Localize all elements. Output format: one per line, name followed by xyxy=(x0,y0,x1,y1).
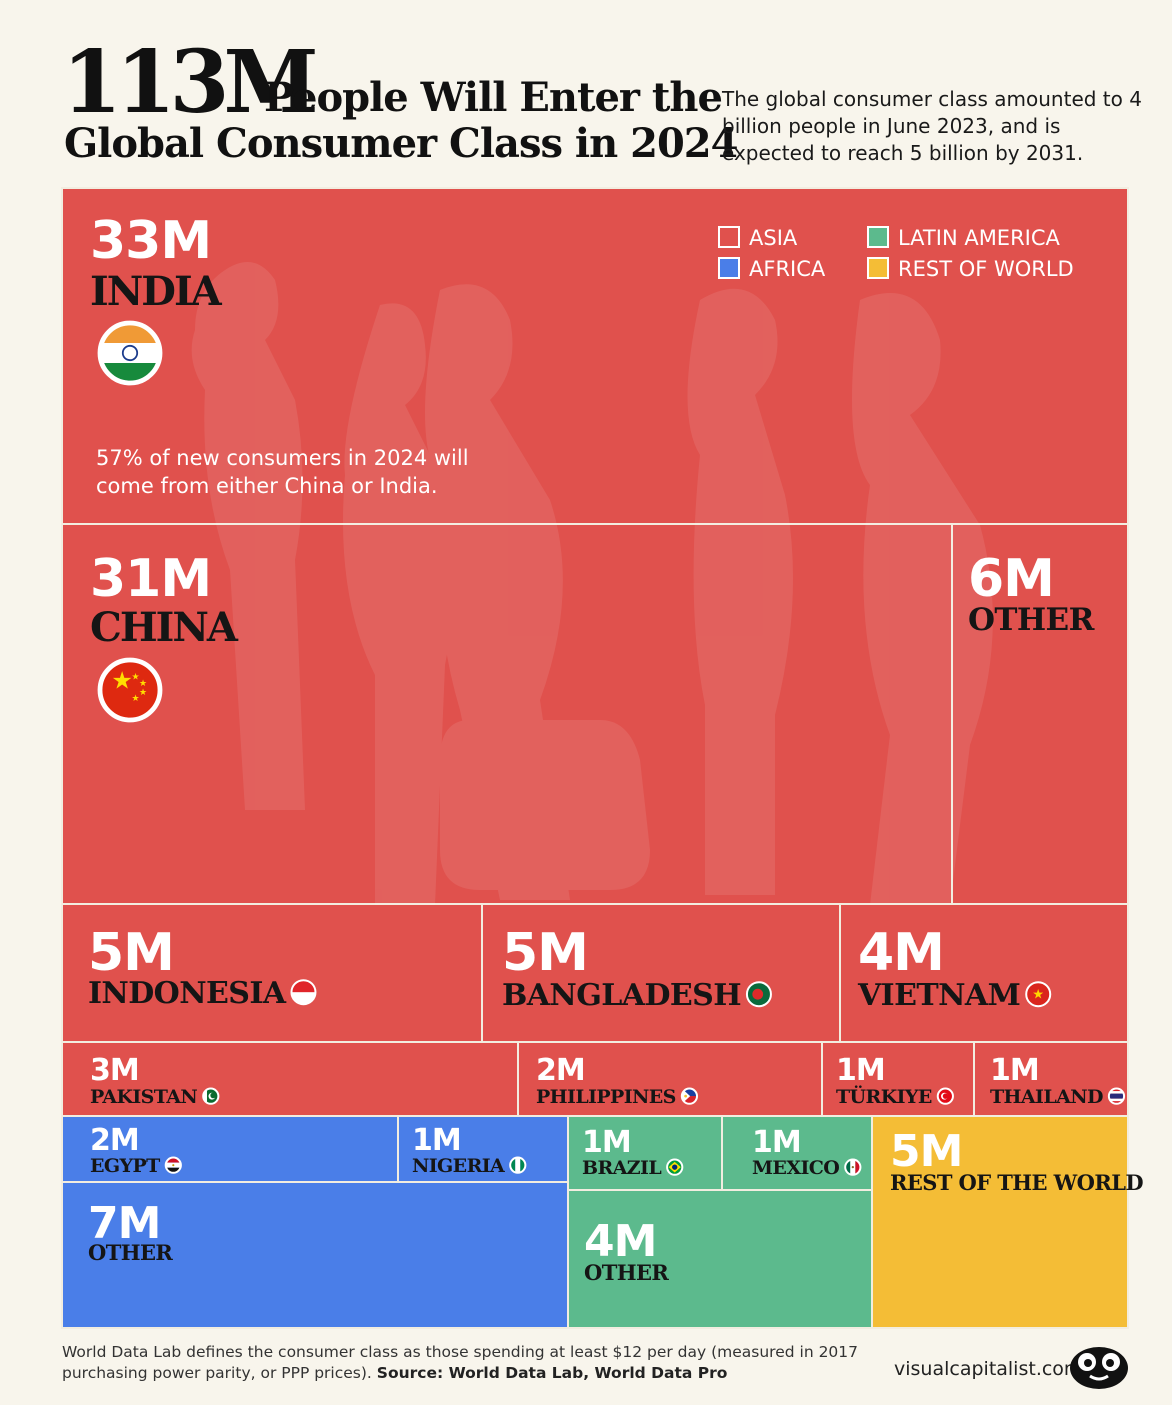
legend-label-latin_america: LATIN AMERICA xyxy=(898,226,1061,250)
subtitle: The global consumer class amounted to 4 … xyxy=(722,87,1142,165)
svg-text:★: ★ xyxy=(132,694,140,704)
cell-indonesia xyxy=(61,903,483,1043)
cell-rest xyxy=(871,1115,1129,1329)
cell-china xyxy=(61,523,953,905)
legend-item-asia: ASIA xyxy=(718,226,798,250)
legend-item-africa: AFRICA xyxy=(718,257,826,281)
value-label-africa-other: 7M xyxy=(88,1198,160,1249)
china-flag-icon: ★★★★★ xyxy=(97,657,163,723)
legend-label-rest_of_world: REST OF WORLD xyxy=(898,257,1074,281)
legend-item-latin_america: LATIN AMERICA xyxy=(867,226,1061,250)
turkiye-flag-icon xyxy=(936,1087,954,1105)
name-label-mexico: MEXICO xyxy=(752,1157,839,1179)
name-label-thailand: THAILAND xyxy=(990,1086,1103,1108)
svg-text:★: ★ xyxy=(139,679,147,689)
name-label-brazil: BRAZIL xyxy=(582,1157,661,1179)
value-label-brazil: 1M xyxy=(582,1125,631,1160)
value-label-nigeria: 1M xyxy=(412,1123,461,1158)
headline-number: 113M xyxy=(62,32,319,133)
value-label-bangladesh: 5M xyxy=(502,923,588,983)
brazil-flag-icon xyxy=(666,1158,684,1176)
cell-africa-other xyxy=(61,1181,569,1329)
legend-swatch-asia xyxy=(718,226,740,248)
headline-line2: Global Consumer Class in 2024 xyxy=(64,120,738,167)
name-label-pakistan: PAKISTAN xyxy=(90,1086,197,1108)
value-label-egypt: 2M xyxy=(90,1123,139,1158)
legend-swatch-africa xyxy=(718,257,740,279)
visual-capitalist-logo-icon xyxy=(1070,1347,1128,1389)
annotation-line2: come from either China or India. xyxy=(96,474,438,498)
cell-mexico xyxy=(721,1115,873,1191)
source-text: Source: World Data Lab, World Data Pro xyxy=(376,1364,728,1382)
cell-nigeria xyxy=(397,1115,569,1183)
legend-swatch-rest_of_world xyxy=(867,257,889,279)
value-label-pakistan: 3M xyxy=(90,1053,139,1088)
value-label-latam-other: 4M xyxy=(584,1216,656,1267)
pakistan-flag-icon xyxy=(202,1087,220,1105)
legend-label-asia: ASIA xyxy=(749,226,798,250)
name-label-india: INDIA xyxy=(90,268,223,315)
legend-item-rest_of_world: REST OF WORLD xyxy=(867,257,1074,281)
cell-philippines xyxy=(517,1041,823,1117)
name-label-africa-other: OTHER xyxy=(88,1240,173,1265)
value-label-thailand: 1M xyxy=(990,1053,1039,1088)
annotation-line1: 57% of new consumers in 2024 will xyxy=(96,446,469,470)
bangladesh-flag-icon xyxy=(745,981,772,1008)
india-flag-icon xyxy=(97,320,163,386)
name-label-rest: REST OF THE WORLD xyxy=(890,1170,1143,1195)
name-label-turkiye: TÜRKIYE xyxy=(836,1085,932,1108)
footnote-text: World Data Lab defines the consumer clas… xyxy=(62,1343,859,1382)
svg-text:★: ★ xyxy=(132,673,140,683)
name-label-china: CHINA xyxy=(90,604,239,651)
value-label-mexico: 1M xyxy=(752,1125,801,1160)
name-label-nigeria: NIGERIA xyxy=(412,1155,505,1177)
people-silhouettes xyxy=(191,262,993,905)
vietnam-flag-icon: ★ xyxy=(1025,981,1052,1008)
value-label-rest: 5M xyxy=(890,1126,962,1177)
legend-swatch-latin_america xyxy=(867,226,889,248)
name-label-vietnam: VIETNAM xyxy=(857,978,1020,1013)
egypt-flag-icon xyxy=(164,1156,182,1174)
cell-brazil xyxy=(567,1115,723,1191)
name-label-latam-other: OTHER xyxy=(584,1260,669,1285)
name-label-bangladesh: BANGLADESH xyxy=(502,978,741,1013)
name-label-egypt: EGYPT xyxy=(90,1155,160,1177)
philippines-flag-icon xyxy=(680,1087,699,1105)
value-label-philippines: 2M xyxy=(536,1053,585,1088)
footnote: World Data Lab defines the consumer clas… xyxy=(62,1342,882,1384)
nigeria-flag-icon xyxy=(509,1156,527,1174)
cell-india xyxy=(61,187,1129,525)
annotation-text: 57% of new consumers in 2024 will come fr… xyxy=(96,446,469,498)
brand-text: visualcapitalist.com xyxy=(894,1358,1083,1380)
mexico-flag-icon xyxy=(844,1158,862,1176)
svg-text:★: ★ xyxy=(139,688,147,698)
cell-vietnam xyxy=(839,903,1129,1043)
name-label-asia-other: OTHER xyxy=(968,602,1095,638)
value-label-asia-other: 6M xyxy=(968,549,1054,609)
value-label-vietnam: 4M xyxy=(858,923,944,983)
name-label-indonesia: INDONESIA xyxy=(88,976,287,1011)
headline-line1: People Will Enter the xyxy=(264,74,723,121)
svg-text:★: ★ xyxy=(111,667,133,695)
svg-text:★: ★ xyxy=(1032,987,1044,1002)
value-label-china: 31M xyxy=(90,549,211,609)
cell-latam-other xyxy=(567,1189,873,1329)
value-label-turkiye: 1M xyxy=(836,1053,885,1088)
legend-label-africa: AFRICA xyxy=(749,257,826,281)
name-label-philippines: PHILIPPINES xyxy=(536,1086,676,1108)
cell-asia-other xyxy=(951,523,1129,905)
value-label-india: 33M xyxy=(90,211,211,271)
indonesia-flag-icon xyxy=(290,979,317,1006)
thailand-flag-icon xyxy=(1107,1087,1126,1105)
value-label-indonesia: 5M xyxy=(88,923,174,983)
cell-thailand xyxy=(973,1041,1129,1117)
